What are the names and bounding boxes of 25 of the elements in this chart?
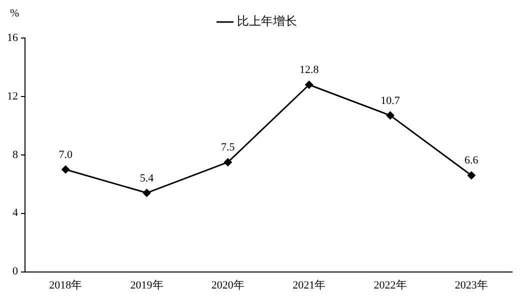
data-label: 6.6 [464, 154, 479, 167]
x-tick-label: 2018年 [49, 279, 82, 292]
point [224, 158, 232, 166]
y-tick-label: 0 [12, 266, 18, 278]
x-tick-label: 2022年 [374, 279, 407, 292]
point [305, 80, 314, 89]
data-label: 10.7 [380, 94, 400, 107]
data-label: 7.0 [58, 148, 73, 161]
y-tick-label: 12 [7, 90, 18, 102]
point [142, 188, 151, 197]
legend-label: 比上年增长 [237, 14, 297, 28]
y-tick-label: 4 [12, 207, 18, 220]
x-tick-label: 2021年 [292, 279, 326, 292]
y-axis-title: % [10, 7, 20, 20]
point [467, 171, 476, 180]
y-tick-label: 8 [12, 148, 18, 161]
data-label: 12.8 [299, 64, 320, 76]
data-label: 5.4 [140, 172, 154, 184]
point [386, 111, 394, 120]
point [62, 166, 70, 174]
x-tick-label: 2023年 [454, 279, 488, 292]
x-tick-label: 2019年 [130, 279, 164, 292]
data-label: 7.5 [221, 142, 236, 154]
y-tick-label: 16 [7, 32, 18, 44]
x-tick-label: 2020年 [211, 279, 244, 292]
